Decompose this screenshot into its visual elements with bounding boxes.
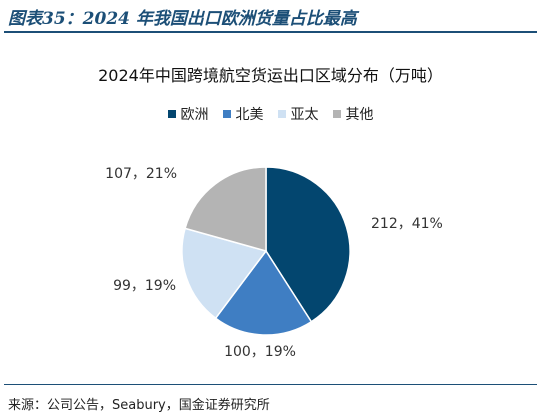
title-divider xyxy=(4,31,537,33)
data-label-asia-pacific: 99，19% xyxy=(113,278,176,294)
footer-divider xyxy=(4,384,537,385)
legend-swatch-asia-pacific xyxy=(277,110,286,118)
legend-entry-europe: 欧洲 xyxy=(167,104,209,124)
pie-slice-other xyxy=(184,166,267,252)
chart-legend: 欧洲 北美 亚太 其他 xyxy=(0,104,541,124)
data-label-north-america: 100，19% xyxy=(224,344,296,360)
legend-swatch-north-america xyxy=(222,110,231,118)
chart-title: 2024年中国跨境航空货运出口区域分布（万吨） xyxy=(98,66,443,85)
legend-entry-asia-pacific: 亚太 xyxy=(277,104,319,124)
data-label-europe: 212，41% xyxy=(371,216,443,232)
legend-entry-other: 其他 xyxy=(332,104,374,124)
data-label-other: 107，21% xyxy=(105,166,177,182)
legend-label-other: 其他 xyxy=(345,107,374,123)
pie-slice-asia-pacific xyxy=(181,227,268,320)
figure-title: 图表35：2024 年我国出口欧洲货量占比最高 xyxy=(8,9,357,29)
legend-label-asia-pacific: 亚太 xyxy=(290,107,319,123)
legend-label-europe: 欧洲 xyxy=(180,107,209,123)
legend-entry-north-america: 北美 xyxy=(222,104,264,124)
source-note: 来源：公司公告，Seabury，国金证券研究所 xyxy=(8,398,270,413)
legend-label-north-america: 北美 xyxy=(235,107,264,123)
legend-swatch-other xyxy=(332,110,341,118)
pie-slice-north-america xyxy=(214,249,313,336)
legend-swatch-europe xyxy=(167,110,176,118)
